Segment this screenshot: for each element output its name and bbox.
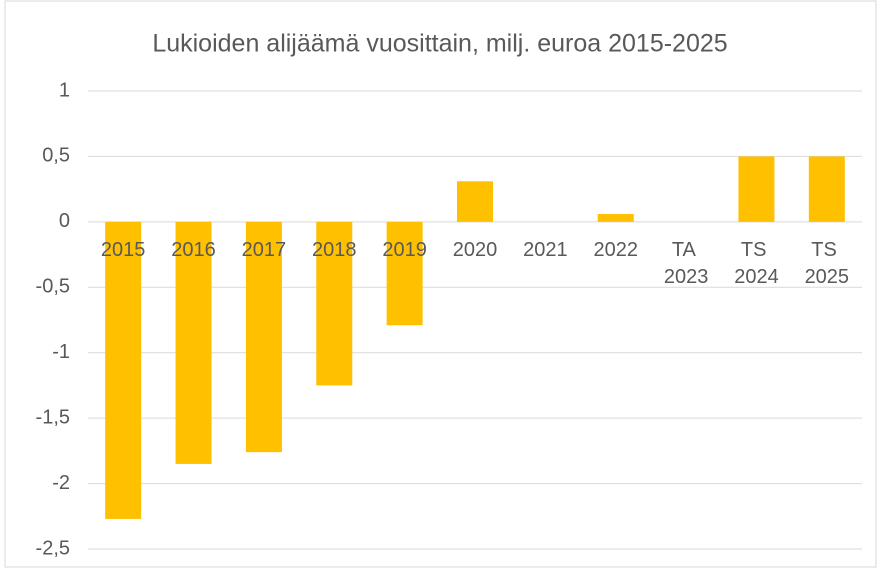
y-tick-label: 0 xyxy=(59,210,70,232)
bar xyxy=(386,221,423,326)
y-tick-label: -2,5 xyxy=(36,537,70,559)
y-tick-label: -2 xyxy=(52,472,70,494)
x-tick-label: 2015 xyxy=(101,239,146,261)
x-tick-label: 2019 xyxy=(382,239,427,261)
y-tick-label: 1 xyxy=(59,79,70,101)
bar xyxy=(245,221,282,453)
x-tick-label: 2017 xyxy=(242,239,287,261)
chart-title: Lukioiden alijäämä vuosittain, milj. eur… xyxy=(152,30,727,58)
x-tick-label: 2018 xyxy=(312,239,357,261)
bar xyxy=(738,156,775,222)
y-tick-label: -1 xyxy=(52,341,70,363)
y-tick-label: -0,5 xyxy=(36,276,70,298)
x-tick-label: TS 2025 xyxy=(805,239,850,288)
x-tick-label: TA 2023 xyxy=(664,239,709,288)
bar xyxy=(316,221,353,386)
x-tick-label: 2022 xyxy=(593,239,638,261)
x-tick-label: 2021 xyxy=(523,239,568,261)
chart-border xyxy=(4,0,877,568)
x-tick-label: 2020 xyxy=(453,239,498,261)
x-tick-label: 2016 xyxy=(171,239,216,261)
bar xyxy=(597,214,634,222)
y-tick-label: 0,5 xyxy=(42,145,70,167)
x-tick-label: TS 2024 xyxy=(734,239,779,288)
y-tick-label: -1,5 xyxy=(36,406,70,428)
bar xyxy=(457,181,493,222)
bar xyxy=(105,221,142,519)
bar xyxy=(808,156,845,222)
bar xyxy=(175,221,212,464)
